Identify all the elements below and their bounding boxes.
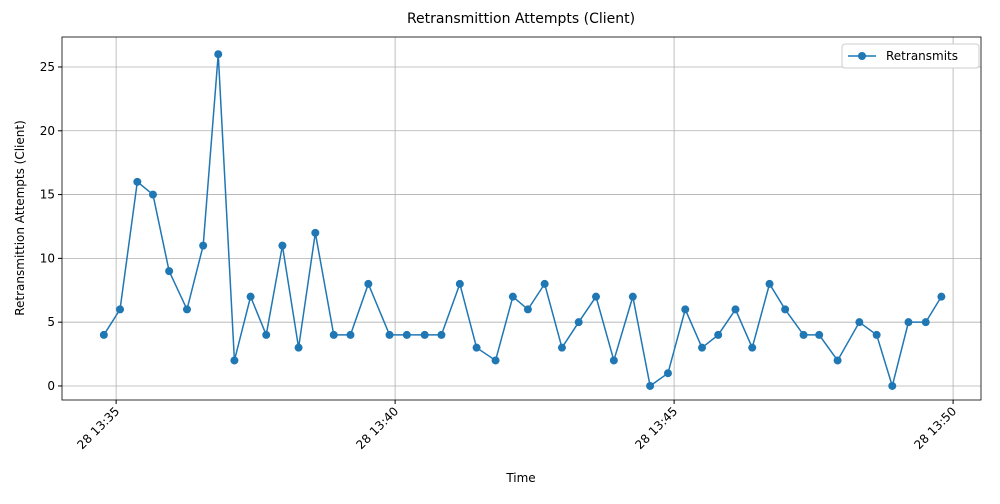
data-point: [262, 330, 271, 339]
data-point: [346, 330, 355, 339]
y-axis-label: Retransmittion Attempts (Client): [13, 120, 27, 316]
data-point: [329, 330, 338, 339]
data-point: [557, 343, 566, 352]
data-point: [872, 330, 881, 339]
data-point: [199, 241, 208, 250]
data-point: [628, 292, 637, 301]
legend-label: Retransmits: [886, 49, 958, 63]
data-point: [455, 279, 464, 288]
data-point: [646, 381, 655, 390]
data-point: [385, 330, 394, 339]
data-point: [574, 318, 583, 327]
plot-frame: [61, 36, 982, 401]
data-point: [116, 305, 125, 314]
data-point: [937, 292, 946, 301]
data-point: [311, 228, 320, 237]
legend-box: [841, 43, 980, 69]
data-point: [214, 50, 223, 59]
y-tick-label: 0: [47, 379, 55, 393]
data-point: [165, 267, 174, 276]
data-point: [921, 318, 930, 327]
data-point: [472, 343, 481, 352]
data-point: [420, 330, 429, 339]
y-tick-label: 10: [40, 251, 55, 265]
data-point: [714, 330, 723, 339]
data-point: [294, 343, 303, 352]
data-point: [799, 330, 808, 339]
data-point: [663, 369, 672, 378]
y-tick-label: 20: [40, 124, 55, 138]
data-point: [491, 356, 500, 365]
x-axis-label: Time: [505, 471, 535, 485]
y-tick-label: 5: [47, 315, 55, 329]
data-point: [402, 330, 411, 339]
data-point: [731, 305, 740, 314]
data-point: [855, 318, 864, 327]
data-point: [148, 190, 157, 199]
data-point: [523, 305, 532, 314]
data-point: [540, 279, 549, 288]
data-point: [698, 343, 707, 352]
data-point: [781, 305, 790, 314]
data-point: [609, 356, 618, 365]
chart-title: Retransmittion Attempts (Client): [407, 11, 635, 27]
y-tick-label: 15: [40, 188, 55, 202]
data-point: [681, 305, 690, 314]
data-point: [364, 279, 373, 288]
data-point: [904, 318, 913, 327]
data-point: [437, 330, 446, 339]
data-line: [103, 54, 943, 389]
data-point: [278, 241, 287, 250]
data-point: [748, 343, 757, 352]
data-point: [99, 330, 108, 339]
data-point: [815, 330, 824, 339]
data-point: [230, 356, 239, 365]
legend: Retransmits: [841, 43, 980, 69]
data-point: [508, 292, 517, 301]
data-point: [833, 356, 842, 365]
data-point: [765, 279, 774, 288]
data-point: [133, 177, 142, 186]
data-point: [888, 381, 897, 390]
data-point: [591, 292, 600, 301]
y-tick-label: 25: [40, 60, 55, 74]
data-point: [182, 305, 191, 314]
legend-marker: [858, 52, 866, 60]
data-point: [246, 292, 255, 301]
